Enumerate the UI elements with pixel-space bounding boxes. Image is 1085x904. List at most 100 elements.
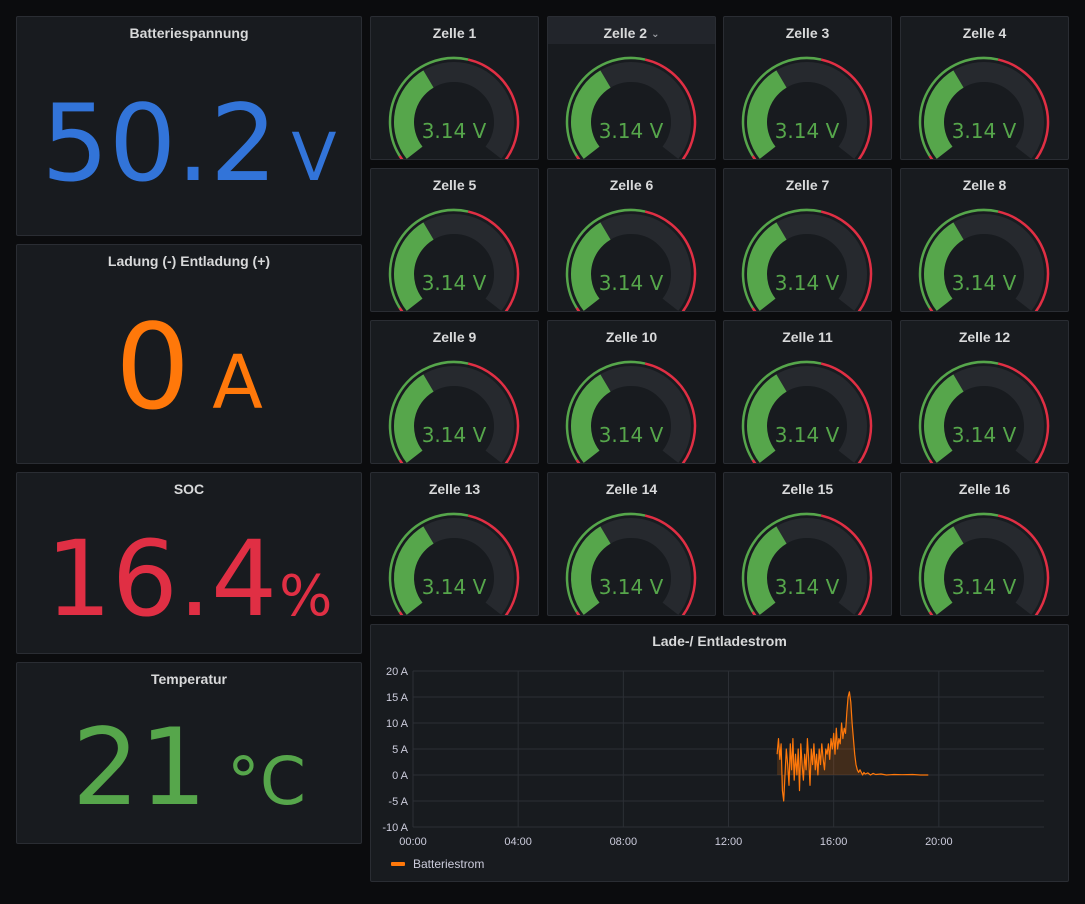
gauge-panel-cell-3[interactable]: Zelle 3 3.14 V [723,16,892,160]
stat-panel-voltage[interactable]: Batteriespannung 50.2 V [16,16,362,236]
gauge-value: 3.14 V [422,271,487,295]
gauge-fill [394,222,434,311]
y-tick-label: 20 A [386,666,409,678]
gauge-threshold-warn [820,514,873,615]
gauge-panel-cell-10[interactable]: Zelle 10 3.14 V [547,320,716,464]
gauge-value: 3.14 V [422,575,487,599]
gauge-panel-cell-16[interactable]: Zelle 16 3.14 V [900,472,1069,616]
gauge-threshold-warn [997,210,1050,311]
gauge-title-label: Zelle 8 [962,177,1007,193]
gauge-panel-cell-6[interactable]: Zelle 6 3.14 V [547,168,716,312]
chart-plot[interactable]: 20 A 15 A 10 A 5 A 0 A -5 A -10 A 00:00 04:00 08:… [371,653,1068,873]
gauge-threshold-low [751,611,757,615]
gauge-dial: 3.14 V [565,56,697,159]
gauge-dial: 3.14 V [918,56,1050,159]
gauge-title-label: Zelle 5 [432,177,477,193]
gauge-panel-cell-2[interactable]: Zelle 2 ⌄ 3.14 V [547,16,716,160]
x-tick-label: 16:00 [820,836,848,848]
gauge-threshold-ok [918,360,999,463]
gauge-title: Zelle 14 [548,480,715,498]
stat-unit: V [291,119,337,196]
panel-title: Batteriespannung [129,25,249,41]
gauge-threshold-warn [820,362,873,463]
gauge-panel-cell-8[interactable]: Zelle 8 3.14 V [900,168,1069,312]
x-tick-label: 00:00 [399,836,427,848]
panel-title: Temperatur [151,671,227,687]
legend-label: Batteriestrom [413,857,485,871]
gauge-threshold-low [398,307,404,311]
stat-value-temperature: 21 °C [17,713,361,823]
gauge-value: 3.14 V [775,423,840,447]
gauge-panel-cell-13[interactable]: Zelle 13 3.14 V [370,472,539,616]
stat-panel-soc[interactable]: SOC 16.4% [16,472,362,654]
stat-panel-temperature[interactable]: Temperatur 21 °C [16,662,362,844]
gauge-dial: 3.14 V [741,56,873,159]
gauge-fill [571,222,611,311]
gauge-panel-cell-14[interactable]: Zelle 14 3.14 V [547,472,716,616]
gauge-value: 3.14 V [599,271,664,295]
gauge-value: 3.14 V [422,423,487,447]
gauge-title-label: Zelle 15 [781,481,834,497]
gauge-threshold-low [575,155,581,159]
series-line-1[interactable] [776,691,929,802]
gauge-dial: 3.14 V [565,208,697,311]
gauge-threshold-low [751,155,757,159]
gauge-threshold-ok [741,360,822,463]
gauge-title-label: Zelle 11 [782,329,833,345]
stat-number: 16.4 [45,518,278,640]
gauge-threshold-ok [388,56,469,159]
gauge-dial: 3.14 V [741,360,873,463]
gauge-panel-cell-11[interactable]: Zelle 11 3.14 V [723,320,892,464]
panel-header-hover[interactable] [548,17,715,44]
gauge-title-label: Zelle 13 [428,481,481,497]
chart-panel-current[interactable]: Lade-/ Entladestrom 20 A 15 A 10 A 5 A 0 A -5… [370,624,1069,882]
gauge-dial: 3.14 V [565,512,697,615]
chart-legend[interactable]: Batteriestrom [391,857,484,871]
gauge-threshold-ok [565,360,646,463]
gauge-title: Zelle 5 [371,176,538,194]
y-tick-label: -10 A [382,822,408,834]
gauge-value: 3.14 V [952,271,1017,295]
gauge-panel-cell-1[interactable]: Zelle 1 3.14 V [370,16,539,160]
gauge-fill [571,70,611,159]
x-tick-label: 20:00 [925,836,953,848]
gauge-value: 3.14 V [952,423,1017,447]
gauge-value: 3.14 V [599,575,664,599]
gauge-panel-cell-5[interactable]: Zelle 5 3.14 V [370,168,539,312]
gauge-title: Zelle 8 [901,176,1068,194]
gauge-fill [571,374,611,463]
y-tick-label: 0 A [392,770,409,782]
gauge-threshold-ok [918,56,999,159]
gauge-panel-cell-4[interactable]: Zelle 4 3.14 V [900,16,1069,160]
gauge-title-label: Zelle 10 [605,329,658,345]
gauge-panel-cell-7[interactable]: Zelle 7 3.14 V [723,168,892,312]
gauge-threshold-warn [467,58,520,159]
gauge-threshold-low [398,155,404,159]
gauge-panel-cell-9[interactable]: Zelle 9 3.14 V [370,320,539,464]
gauge-threshold-warn [997,514,1050,615]
gauge-threshold-ok [565,208,646,311]
gauge-threshold-low [751,459,757,463]
gauge-title-label: Zelle 3 [785,25,830,41]
gauge-threshold-ok [565,56,646,159]
chevron-down-icon[interactable]: ⌄ [651,29,660,40]
gauge-panel-cell-12[interactable]: Zelle 12 3.14 V [900,320,1069,464]
x-tick-label: 12:00 [715,836,743,848]
gauge-threshold-warn [644,58,697,159]
gauge-fill [571,526,611,615]
series-area [777,691,929,801]
gauge-threshold-ok [918,208,999,311]
gauge-threshold-ok [565,512,646,615]
gauge-title: Zelle 6 [548,176,715,194]
gauge-title-label: Zelle 14 [605,481,658,497]
gauge-threshold-ok [388,360,469,463]
gauge-title: Zelle 15 [724,480,891,498]
gauge-title: Zelle 4 [901,24,1068,42]
gauge-value: 3.14 V [952,119,1017,143]
gauge-threshold-warn [820,210,873,311]
y-tick-label: -5 A [388,796,408,808]
gauge-panel-cell-15[interactable]: Zelle 15 3.14 V [723,472,892,616]
gauge-threshold-low [928,307,934,311]
